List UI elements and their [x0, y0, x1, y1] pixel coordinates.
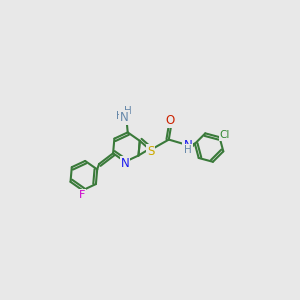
Text: N: N	[120, 111, 129, 124]
Text: S: S	[147, 145, 154, 158]
Text: H: H	[124, 106, 132, 116]
Text: F: F	[79, 190, 85, 200]
Text: N: N	[183, 139, 192, 152]
Text: O: O	[165, 114, 175, 127]
Text: Cl: Cl	[220, 130, 230, 140]
Text: N: N	[121, 157, 130, 170]
Text: H: H	[116, 111, 124, 121]
Text: H: H	[184, 145, 192, 155]
